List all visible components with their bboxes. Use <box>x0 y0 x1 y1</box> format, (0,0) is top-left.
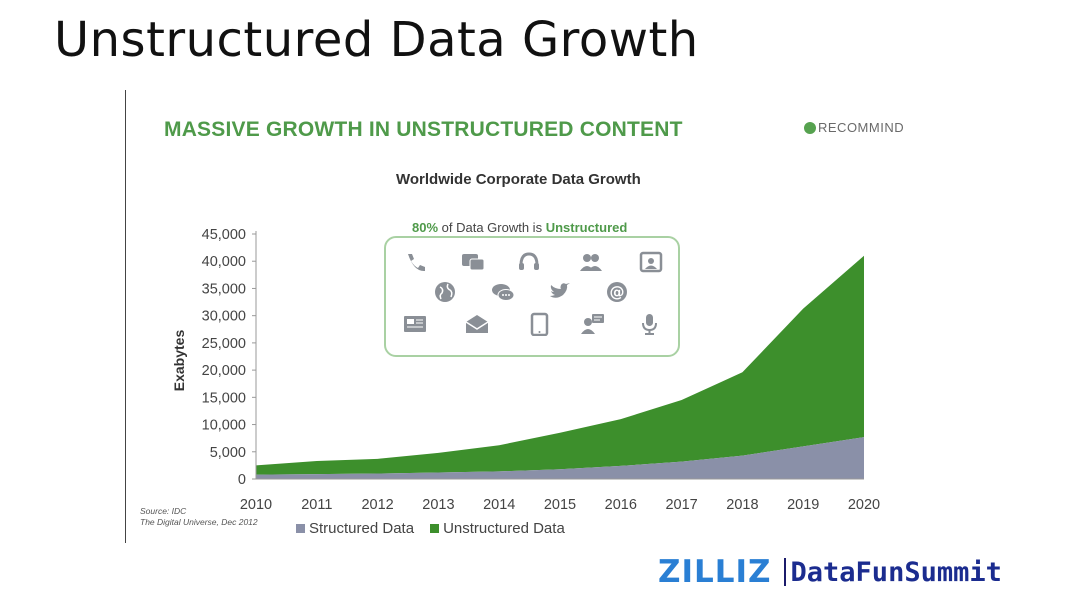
phone-icon <box>402 250 428 274</box>
footer-logos: ZILLIZ DataFunSummit <box>658 554 1002 590</box>
chart-subtitle: 80% of Data Growth is Unstructured <box>412 220 627 235</box>
datafunsummit-logo: DataFunSummit <box>790 556 1002 588</box>
y-tick-label: 10,000 <box>202 418 246 434</box>
x-tick-label: 2020 <box>848 497 880 513</box>
recommind-logo-icon <box>804 121 816 134</box>
chart-title: Worldwide Corporate Data Growth <box>396 171 641 188</box>
slide-title: Unstructured Data Growth <box>54 12 699 68</box>
zilliz-logo: ZILLIZ <box>658 554 772 590</box>
x-tick-label: 2018 <box>726 497 758 513</box>
y-tick-label: 0 <box>238 472 246 488</box>
recommind-logo: RECOMMIND <box>804 120 904 135</box>
x-tick-label: 2019 <box>787 497 819 513</box>
at-sign-icon: @ <box>604 280 630 304</box>
chart-headline: MASSIVE GROWTH IN UNSTRUCTURED CONTENT <box>164 118 683 141</box>
y-axis-label: Exabytes <box>171 330 187 392</box>
y-tick-label: 20,000 <box>202 363 246 379</box>
legend-swatch-structured <box>296 524 305 533</box>
video-screen-icon <box>638 250 664 274</box>
x-tick-label: 2012 <box>361 497 393 513</box>
y-tick-label: 25,000 <box>202 336 246 352</box>
y-tick-label: 15,000 <box>202 390 246 406</box>
microphone-icon <box>636 312 662 336</box>
newspaper-icon <box>402 312 428 336</box>
y-tick-label: 40,000 <box>202 254 246 270</box>
chat-bubbles-icon <box>490 280 516 304</box>
content-types-box: @ <box>384 236 680 357</box>
legend-label-structured: Structured Data <box>309 520 415 537</box>
legend-swatch-unstructured <box>430 524 440 533</box>
x-tick-label: 2014 <box>483 497 515 513</box>
x-tick-label: 2010 <box>240 497 272 513</box>
twitter-bird-icon <box>546 280 572 304</box>
source-note: Source: IDC The Digital Universe, Dec 20… <box>140 506 258 528</box>
legend-item-unstructured: Unstructured Data <box>430 520 565 537</box>
x-tick-label: 2015 <box>544 497 576 513</box>
chart-panel: MASSIVE GROWTH IN UNSTRUCTURED CONTENT R… <box>126 90 944 543</box>
series-area-unstructured <box>256 255 864 475</box>
divider <box>125 90 127 543</box>
series-area-structured <box>256 437 864 479</box>
y-tick-label: 45,000 <box>202 227 246 243</box>
legend-item-structured: Structured Data <box>296 520 414 537</box>
y-tick-label: 5,000 <box>210 445 246 461</box>
source-line-2: The Digital Universe, Dec 2012 <box>140 517 258 527</box>
headset-icon <box>516 250 542 274</box>
video-chat-icon <box>460 250 486 274</box>
y-tick-label: 35,000 <box>202 281 246 297</box>
svg-text:@: @ <box>610 283 625 301</box>
speaking-person-icon <box>580 312 606 336</box>
subtitle-middle: of Data Growth is <box>438 220 546 235</box>
subtitle-percent: 80% <box>412 220 439 235</box>
subtitle-keyword: Unstructured <box>545 220 628 235</box>
x-tick-label: 2017 <box>665 497 697 513</box>
x-tick-label: 2016 <box>605 497 637 513</box>
chart-legend: Structured Data Unstructured Data <box>296 520 565 537</box>
footer-separator <box>783 558 786 586</box>
mail-icon <box>464 312 490 336</box>
people-icon <box>578 250 604 274</box>
legend-label-unstructured: Unstructured Data <box>443 520 565 537</box>
y-tick-label: 30,000 <box>202 309 246 325</box>
x-tick-label: 2011 <box>301 497 332 513</box>
globe-icon <box>432 280 458 304</box>
recommind-logo-text: RECOMMIND <box>818 120 905 135</box>
source-line-1: Source: IDC <box>140 506 187 516</box>
area-chart: 0 5,000 10,000 15,000 20,000 25,000 30,000 35,0… <box>171 227 880 513</box>
x-tick-label: 2013 <box>422 497 454 513</box>
tablet-icon <box>526 312 552 337</box>
